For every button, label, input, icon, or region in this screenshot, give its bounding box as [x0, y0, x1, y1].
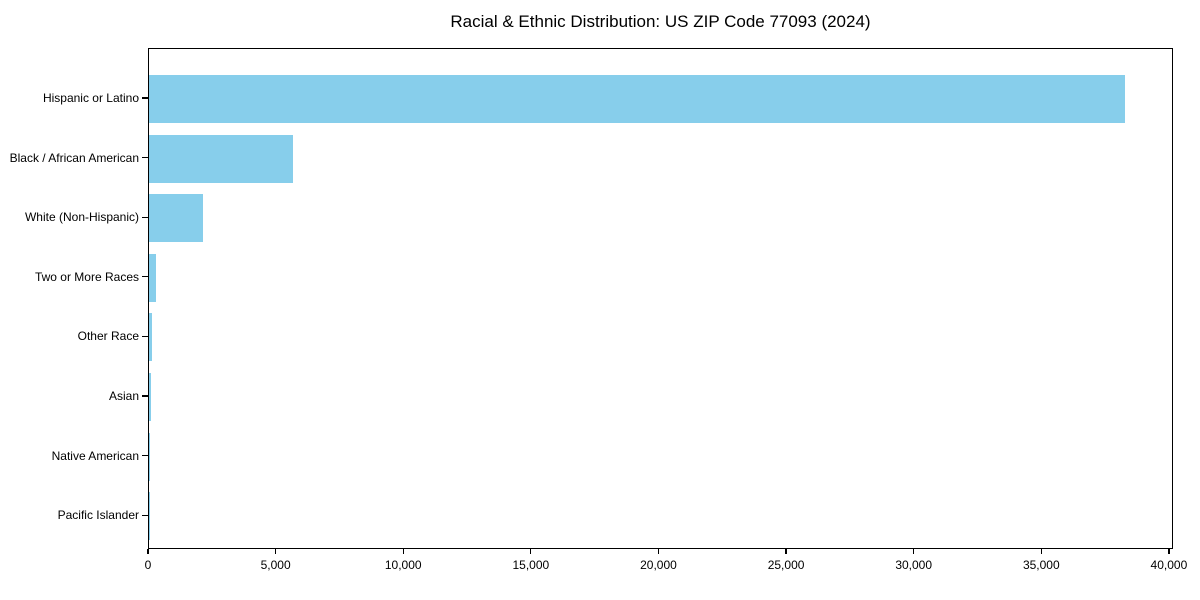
y-tick — [142, 157, 148, 159]
bar-black-african-american — [149, 134, 293, 183]
plot-area — [148, 48, 1173, 549]
x-tick — [402, 549, 404, 554]
y-axis-label: Two or More Races — [34, 269, 139, 284]
y-tick — [142, 216, 148, 218]
y-tick — [142, 276, 148, 278]
x-tick — [1040, 549, 1042, 554]
x-axis-label: 15,000 — [512, 558, 550, 572]
x-tick — [1168, 549, 1170, 554]
x-axis-label: 35,000 — [1022, 558, 1060, 572]
bar-white-non-hispanic — [149, 194, 203, 243]
bar-native-american — [149, 432, 150, 481]
bar-hispanic-or-latino — [149, 75, 1126, 123]
x-tick — [785, 549, 787, 554]
x-axis-label: 20,000 — [640, 558, 677, 572]
y-axis-label: Other Race — [77, 329, 139, 344]
y-axis-label: Pacific Islander — [57, 508, 139, 523]
y-tick — [142, 455, 148, 457]
bar-other-race — [149, 313, 153, 362]
x-axis-label: 40,000 — [1150, 558, 1188, 572]
y-tick — [142, 514, 148, 516]
bar-two-or-more-races — [149, 253, 157, 302]
y-axis-label: White (Non-Hispanic) — [24, 210, 139, 225]
x-tick — [147, 549, 149, 554]
x-axis-label: 0 — [144, 558, 152, 572]
y-tick — [142, 335, 148, 337]
y-axis-label: Native American — [51, 448, 139, 463]
y-axis-label: Black / African American — [9, 150, 139, 165]
y-axis-label: Hispanic or Latino — [42, 91, 139, 105]
x-axis-label: 10,000 — [384, 558, 422, 572]
y-axis-label: Asian — [108, 389, 139, 403]
y-tick — [142, 97, 148, 99]
x-axis-label: 30,000 — [895, 558, 933, 572]
x-tick — [913, 549, 915, 554]
x-axis-label: 25,000 — [767, 558, 805, 572]
chart-title: Racial & Ethnic Distribution: US ZIP Cod… — [450, 12, 871, 31]
x-tick — [275, 549, 277, 554]
x-axis-label: 5,000 — [260, 558, 291, 572]
x-tick — [657, 549, 660, 554]
bar-asian — [149, 373, 151, 421]
x-tick — [530, 549, 532, 554]
y-tick — [142, 395, 148, 397]
